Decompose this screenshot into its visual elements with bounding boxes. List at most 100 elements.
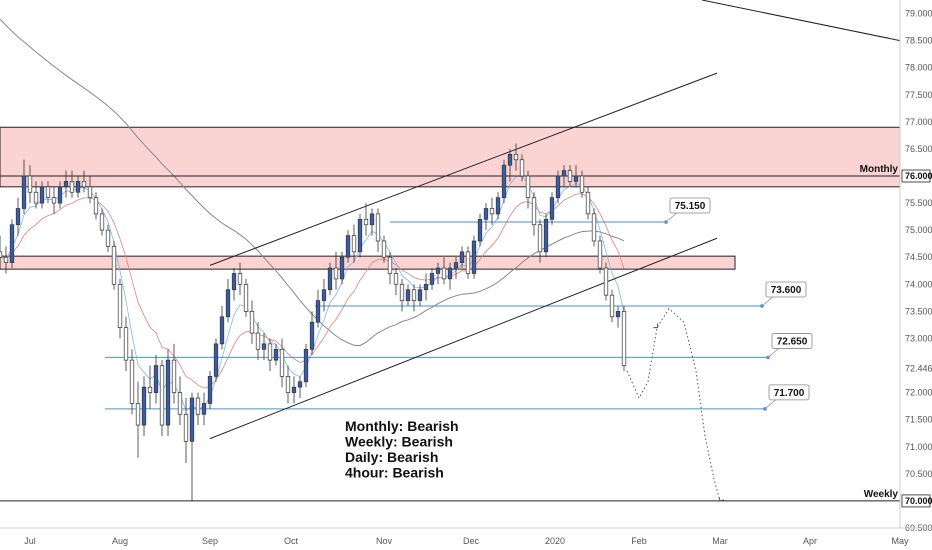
candle	[255, 322, 261, 361]
candle-body	[93, 197, 99, 215]
candle	[111, 240, 117, 290]
price-tick-label: 78.500	[905, 36, 932, 46]
candle	[489, 197, 495, 225]
callout-box	[768, 384, 810, 401]
price-tick-label: 73.000	[905, 333, 932, 343]
candle	[507, 148, 513, 182]
candle	[435, 262, 441, 285]
candle-body	[423, 283, 429, 291]
candle	[561, 165, 567, 187]
date-tick-label: Jul	[24, 536, 36, 546]
candle	[117, 278, 123, 339]
callout-box	[765, 281, 807, 298]
callout-box	[771, 333, 813, 349]
candle-body	[387, 256, 393, 274]
candle	[405, 284, 411, 306]
candle	[351, 224, 357, 263]
candle-body	[273, 348, 279, 361]
candle-body	[177, 392, 183, 415]
candle-body	[213, 343, 219, 377]
candle	[345, 230, 351, 263]
candle	[189, 392, 195, 501]
candle-body	[255, 332, 261, 350]
candle-body	[141, 386, 147, 426]
price-tick-label: 72.000	[905, 388, 932, 398]
candle	[9, 219, 15, 269]
candle	[81, 170, 87, 193]
candle	[357, 213, 363, 258]
candle-body	[429, 273, 435, 285]
callout-label: 75.150	[675, 201, 706, 212]
level-callouts: 75.150 73.600 72.650 71.700 Monthly Weekly	[664, 164, 898, 500]
candle-body	[531, 197, 537, 226]
candle	[441, 257, 447, 285]
candle	[333, 251, 339, 290]
candle-body	[309, 321, 315, 350]
trendline-1	[209, 237, 718, 440]
candle-body	[231, 273, 237, 291]
candle	[237, 262, 243, 296]
candle-body	[33, 191, 39, 204]
date-tick-label: Dec	[463, 536, 480, 546]
candle-body	[291, 386, 297, 393]
candle-body	[189, 397, 195, 442]
candle-body	[351, 235, 357, 253]
price-tick-label: 71.000	[905, 442, 932, 452]
candle	[147, 365, 153, 409]
candle-body	[201, 403, 207, 415]
timeframe-bias-line: Daily: Bearish	[345, 449, 438, 465]
candle	[153, 354, 159, 404]
candle	[273, 343, 279, 366]
time-axis[interactable]: Jul Aug Sep Oct Nov Dec 2020 Feb Mar Apr May	[0, 527, 932, 546]
date-tick-label: Apr	[803, 536, 817, 546]
candle	[45, 181, 51, 204]
candle	[447, 262, 453, 290]
candle	[291, 376, 297, 404]
candle-body	[279, 348, 285, 377]
candle	[93, 192, 99, 220]
candle-body	[555, 175, 561, 199]
candle-body	[111, 246, 117, 285]
candle	[63, 170, 69, 198]
trendline-0	[209, 72, 718, 266]
candle-body	[123, 327, 129, 361]
ema-slow-line	[0, 193, 625, 389]
price-tick-label: 77.000	[905, 117, 932, 127]
date-tick-label: Oct	[284, 536, 299, 546]
candle-body	[597, 240, 603, 269]
callout-leader	[761, 295, 775, 307]
candle	[297, 376, 303, 399]
date-tick-label: Aug	[112, 536, 128, 546]
candle-body	[399, 283, 405, 301]
candle	[15, 197, 21, 236]
price-tick-label: 74.500	[905, 252, 932, 262]
candle	[525, 170, 531, 209]
candle-body	[441, 267, 447, 280]
candle	[3, 246, 9, 274]
price-tick-label: 76.500	[905, 144, 932, 154]
candle	[549, 192, 555, 225]
candle-body	[519, 159, 525, 177]
candle-body	[369, 213, 375, 226]
candle-body	[129, 359, 135, 404]
candle	[429, 268, 435, 290]
candle	[171, 343, 177, 404]
price-tag	[901, 494, 931, 508]
candle-body	[477, 218, 483, 242]
candle	[0, 235, 3, 269]
candle	[495, 192, 501, 220]
callout-leader	[665, 211, 679, 223]
price-tick-label: 76.000	[905, 171, 932, 181]
date-tick-label: Nov	[376, 536, 393, 546]
candle-body	[501, 164, 507, 199]
candle	[339, 251, 345, 285]
candle-body	[159, 365, 165, 426]
candle	[423, 273, 429, 301]
candle	[123, 316, 129, 371]
price-axis[interactable]: 79.000 78.500 78.000 77.500 77.000 76.500 76.0…	[899, 0, 932, 533]
price-tick-label: 70.500	[905, 469, 932, 479]
timeframe-bias-line: Weekly: Bearish	[345, 434, 453, 450]
candle-body	[9, 224, 15, 263]
candle-body	[453, 262, 459, 269]
